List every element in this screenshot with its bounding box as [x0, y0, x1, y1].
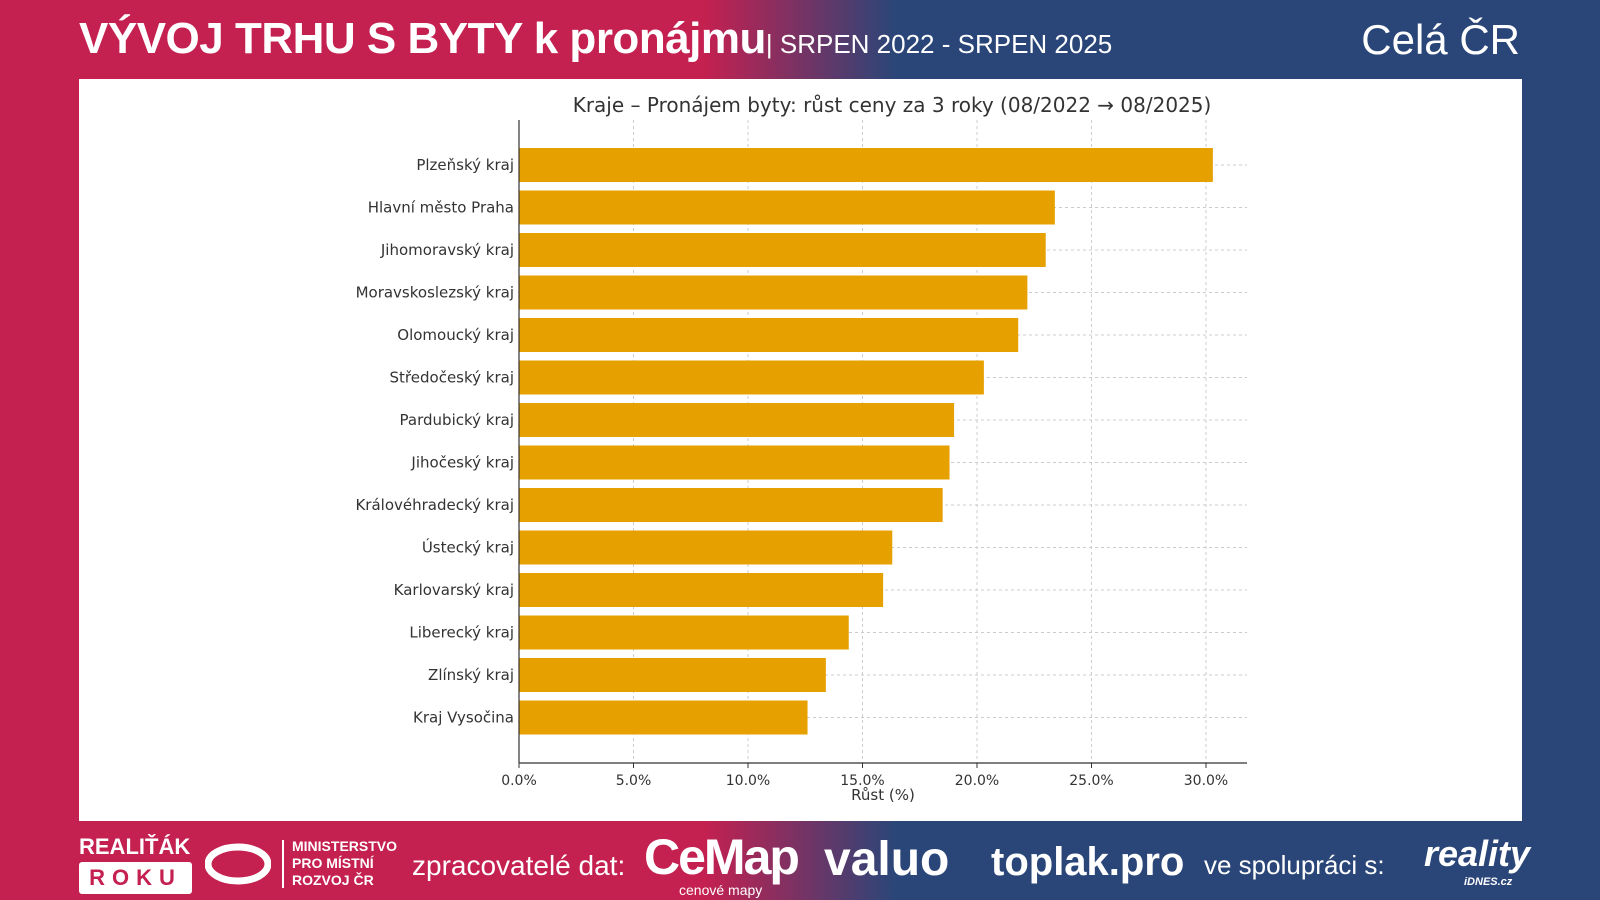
- ministry-logo: MINISTERSTVO PRO MÍSTNÍ ROZVOJ ČR: [292, 838, 397, 889]
- category-label: Moravskoslezský kraj: [356, 284, 514, 302]
- footer: REALIŤÁK ROKU MINISTERSTVO PRO MÍSTNÍ RO…: [79, 829, 1531, 898]
- ministry-line: MINISTERSTVO: [292, 838, 398, 854]
- ministry-line: PRO MÍSTNÍ: [292, 855, 374, 871]
- bar-5: [519, 360, 984, 395]
- region-label: Celá ČR: [1361, 16, 1520, 63]
- toplak-logo: toplak.pro: [991, 840, 1185, 884]
- chart-title: Kraje – Pronájem byty: růst ceny za 3 ro…: [573, 93, 1212, 117]
- roku-badge: ROKU: [79, 862, 192, 894]
- x-tick-label: 15.0%: [840, 773, 884, 789]
- reality-idnes-logo: reality: [1424, 833, 1531, 874]
- category-label: Ústecký kraj: [422, 538, 514, 557]
- bar-chart: Kraje – Pronájem byty: růst ceny za 3 ro…: [355, 93, 1247, 804]
- category-label: Karlovarský kraj: [394, 581, 514, 599]
- bar-0: [519, 148, 1213, 182]
- bar-9: [519, 530, 893, 565]
- category-label: Liberecký kraj: [409, 624, 514, 642]
- cemap-logo: CeMap: [644, 829, 800, 885]
- category-label: Jihočeský kraj: [410, 454, 514, 472]
- realitak-logo-text: REALIŤÁK: [79, 834, 191, 859]
- divider: [282, 840, 284, 888]
- category-label: Kraj Vysočina: [413, 709, 514, 727]
- category-label: Jihomoravský kraj: [380, 241, 514, 259]
- bar-6: [519, 403, 955, 437]
- bar-11: [519, 615, 849, 650]
- bar-8: [519, 488, 943, 522]
- processors-label: zpracovatelé dat:: [412, 850, 626, 881]
- bar-10: [519, 573, 884, 607]
- ministry-emblem-icon: [205, 843, 271, 885]
- x-tick-label: 0.0%: [501, 773, 537, 789]
- bar-1: [519, 190, 1055, 225]
- x-tick-label: 20.0%: [955, 773, 999, 789]
- title-main: VÝVOJ TRHU S BYTY k pronájmu: [79, 14, 766, 63]
- x-axis-label: Růst (%): [851, 786, 915, 804]
- x-tick-label: 5.0%: [616, 773, 652, 789]
- bar-2: [519, 233, 1046, 267]
- x-tick-label: 30.0%: [1184, 773, 1228, 789]
- page-title: VÝVOJ TRHU S BYTY k pronájmu| SRPEN 2022…: [79, 14, 1112, 64]
- category-label: Olomoucký kraj: [397, 326, 514, 344]
- bar-4: [519, 318, 1019, 352]
- valuo-logo: valuo: [824, 833, 950, 886]
- category-label: Středočeský kraj: [390, 369, 514, 387]
- category-label: Královéhradecký kraj: [355, 496, 514, 514]
- cooperation-label: ve spolupráci s:: [1204, 850, 1385, 880]
- chart-panel: Kraje – Pronájem byty: růst ceny za 3 ro…: [79, 79, 1522, 821]
- bar-3: [519, 275, 1028, 310]
- category-label: Pardubický kraj: [400, 411, 514, 429]
- bar-12: [519, 658, 826, 692]
- x-tick-label: 25.0%: [1069, 773, 1113, 789]
- date-range: | SRPEN 2022 - SRPEN 2025: [765, 29, 1113, 59]
- reality-idnes-sub: iDNES.cz: [1464, 876, 1513, 888]
- bar-7: [519, 445, 950, 480]
- bar-13: [519, 700, 808, 735]
- category-label: Plzeňský kraj: [416, 156, 514, 174]
- category-label: Hlavní město Praha: [368, 199, 514, 217]
- category-label: Zlínský kraj: [428, 666, 514, 684]
- cemap-subtitle: cenové mapy: [679, 882, 763, 898]
- ministry-line: ROZVOJ ČR: [292, 872, 374, 888]
- x-tick-label: 10.0%: [726, 773, 770, 789]
